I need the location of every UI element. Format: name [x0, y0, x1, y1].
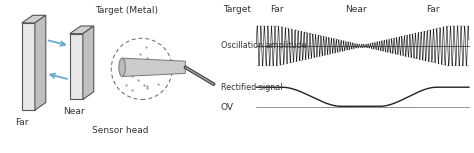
Text: Target (Metal): Target (Metal) — [95, 6, 158, 15]
Text: Target: Target — [223, 5, 251, 14]
Text: Far: Far — [15, 118, 28, 127]
Polygon shape — [35, 15, 46, 110]
Polygon shape — [22, 23, 35, 110]
Ellipse shape — [119, 58, 125, 76]
Text: Far: Far — [426, 5, 440, 14]
Text: Sensor head: Sensor head — [91, 126, 148, 134]
Text: OV: OV — [220, 103, 234, 112]
Polygon shape — [70, 26, 94, 34]
Text: Near: Near — [346, 5, 367, 14]
Polygon shape — [83, 26, 94, 99]
Polygon shape — [22, 15, 46, 23]
Polygon shape — [122, 58, 185, 76]
Text: Near: Near — [64, 107, 85, 116]
Polygon shape — [70, 34, 83, 99]
Text: Far: Far — [270, 5, 283, 14]
Text: Oscillation amplitude: Oscillation amplitude — [220, 41, 306, 50]
Text: Rectified signal: Rectified signal — [220, 83, 282, 92]
